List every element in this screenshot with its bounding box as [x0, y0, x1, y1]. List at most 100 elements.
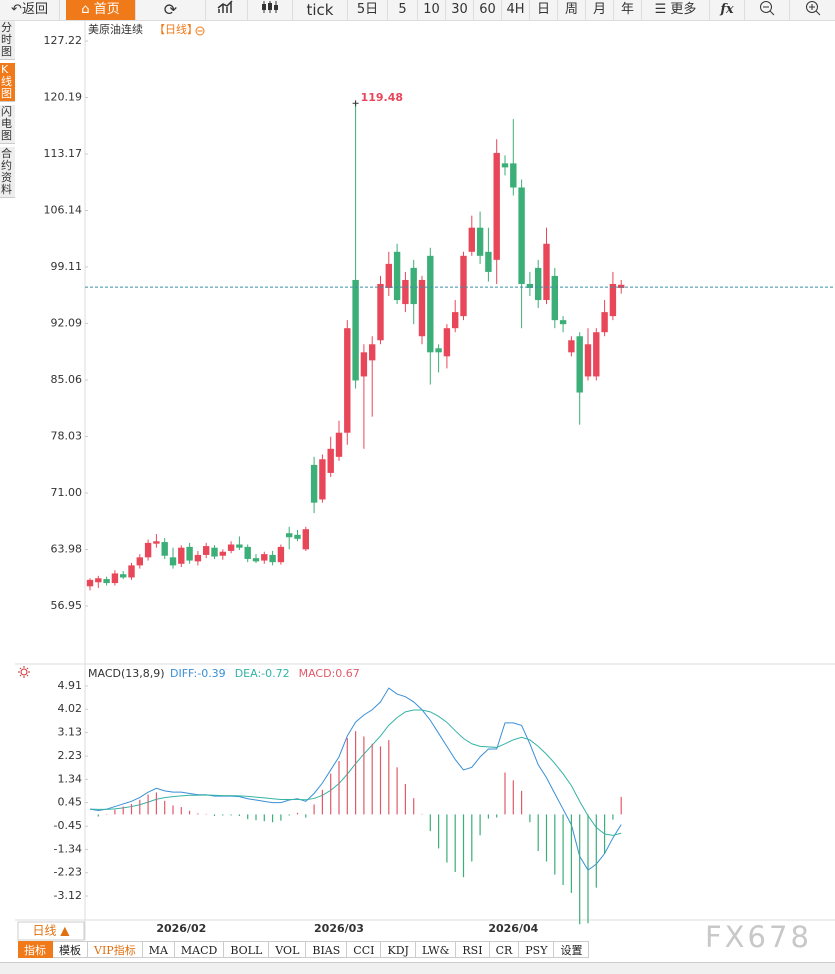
indicator-tab[interactable]: 设置 [554, 941, 590, 958]
period-button[interactable]: 60 [474, 0, 502, 20]
y-tick-label: 4.91 [58, 679, 83, 692]
high-annotation: 119.48 [361, 91, 403, 104]
formula-button[interactable]: fx [710, 0, 745, 20]
indicator-tab[interactable]: 指标 [18, 941, 53, 958]
candle-body [327, 448, 334, 473]
y-tick-label: 63.98 [51, 542, 83, 555]
y-tick-label: 99.11 [51, 260, 83, 273]
candle-body [352, 279, 359, 381]
period-button[interactable]: 5 [388, 0, 418, 20]
icon [760, 1, 775, 16]
candle-body [194, 554, 202, 562]
candle-body [236, 544, 243, 548]
candle-body [294, 534, 301, 539]
period-button[interactable]: 月 [586, 0, 614, 20]
bottom-tabs: 指标 模板 VIP指标 MA MACD BOLL VOL BIAS CCI KDJ LW& RSI CR… [18, 941, 590, 958]
candle-body [244, 546, 251, 559]
y-tick-label: -1.34 [54, 842, 82, 855]
settings-icon[interactable] [20, 668, 28, 676]
period-label: 【日线】 [154, 22, 198, 36]
side-tabs: 分时图 K线图闪电图合约资料 [0, 21, 15, 201]
side-tab[interactable]: 闪电图 [0, 105, 15, 144]
line-chart-button[interactable] [206, 0, 248, 20]
candle-body [510, 163, 517, 188]
indicator-value: MACD:0.67 [299, 667, 360, 680]
home-button[interactable]: ⌂ 首页 [66, 0, 136, 20]
candle-body [501, 163, 509, 168]
refresh-button[interactable]: ⟳ [136, 0, 206, 20]
candle-body [169, 557, 177, 566]
y-tick-label: 120.19 [44, 91, 83, 104]
y-tick-label: 4.02 [58, 702, 83, 715]
footer-bar [0, 962, 835, 974]
y-tick-label: 56.95 [51, 599, 83, 612]
candle-body [518, 187, 525, 284]
period-button[interactable] [17, 921, 85, 941]
candle-body [369, 344, 376, 361]
candle-body [144, 542, 152, 558]
candle-body [120, 574, 127, 578]
x-tick-label: 2026/04 [488, 922, 538, 935]
candle-body [286, 533, 293, 538]
candle-body [227, 544, 235, 551]
collapse-icon[interactable] [195, 26, 205, 36]
candle-body [335, 432, 343, 457]
period-button[interactable]: 4H [502, 0, 530, 20]
y-tick-label: 85.06 [51, 373, 83, 386]
indicator-tab[interactable]: PSY [519, 941, 555, 958]
candle-body [103, 579, 110, 584]
side-tab[interactable]: 分时图 [0, 21, 15, 60]
y-tick-label: 0.45 [58, 796, 83, 809]
more-button[interactable]: ☰ 更多 [642, 0, 710, 20]
chart: 美原油连续 【日线】 MACD(13,8,9) 日线 ▲ 127.22 120.1… [15, 21, 835, 941]
indicator-tab[interactable]: CCI [347, 941, 382, 958]
y-tick-label: -0.45 [54, 819, 82, 832]
candle-body [277, 546, 285, 563]
candle-body [568, 340, 575, 353]
candle-body [153, 541, 160, 544]
period-button[interactable]: 10 [418, 0, 446, 20]
candle-body [551, 275, 558, 321]
candle-body [344, 328, 351, 433]
period-button[interactable]: 周 [558, 0, 586, 20]
x-tick-label: 2026/03 [314, 922, 364, 935]
candle-body [95, 578, 102, 583]
candle-body [269, 554, 276, 563]
zoom-out-button[interactable] [745, 0, 790, 20]
y-tick-label: 92.09 [51, 316, 83, 329]
period-button[interactable]: 30 [446, 0, 474, 20]
indicator-tab[interactable]: BIAS [306, 941, 348, 958]
indicator-tab[interactable]: CR [489, 941, 520, 958]
indicator-tab[interactable]: RSI [456, 941, 490, 958]
toolbar: ↶返回 ⌂ 首页 ⟳ tick 5日 5 10 30 60 4H 日 周 月 年… [0, 0, 835, 21]
side-tab[interactable]: K线图 [0, 63, 15, 102]
candle-button[interactable] [248, 0, 293, 20]
candle-body [186, 546, 193, 561]
indicator-tab[interactable]: MA [142, 941, 175, 958]
zoom-in-button[interactable] [790, 0, 835, 20]
candle-body [543, 243, 550, 301]
y-tick-label: 71.00 [51, 486, 83, 499]
label: 返回 [21, 2, 48, 17]
tick-button[interactable]: tick [293, 0, 348, 20]
candle-body [427, 255, 434, 353]
candle-body [493, 152, 500, 260]
side-tab[interactable]: 合约资料 [0, 147, 15, 198]
indicator-tab[interactable]: KDJ [381, 941, 416, 958]
back-button[interactable]: ↶返回 [0, 0, 60, 20]
period-button[interactable]: 日 [530, 0, 558, 20]
indicator-tab[interactable]: LW& [415, 941, 457, 958]
indicator-tab[interactable]: VIP指标 [88, 941, 143, 958]
indicator-line [89, 687, 622, 871]
candle-body [609, 283, 617, 317]
y-tick-label: 2.23 [58, 749, 83, 762]
period-button[interactable]: 年 [614, 0, 642, 20]
indicator-tab[interactable]: BOLL [224, 941, 270, 958]
period-button[interactable]: 5日 [348, 0, 388, 20]
indicator-tab[interactable]: 模板 [53, 941, 88, 958]
indicator-tab[interactable]: MACD [174, 941, 225, 958]
candle-body [161, 542, 168, 556]
y-tick-label: 1.34 [58, 772, 83, 785]
indicator-tab[interactable]: VOL [269, 941, 307, 958]
